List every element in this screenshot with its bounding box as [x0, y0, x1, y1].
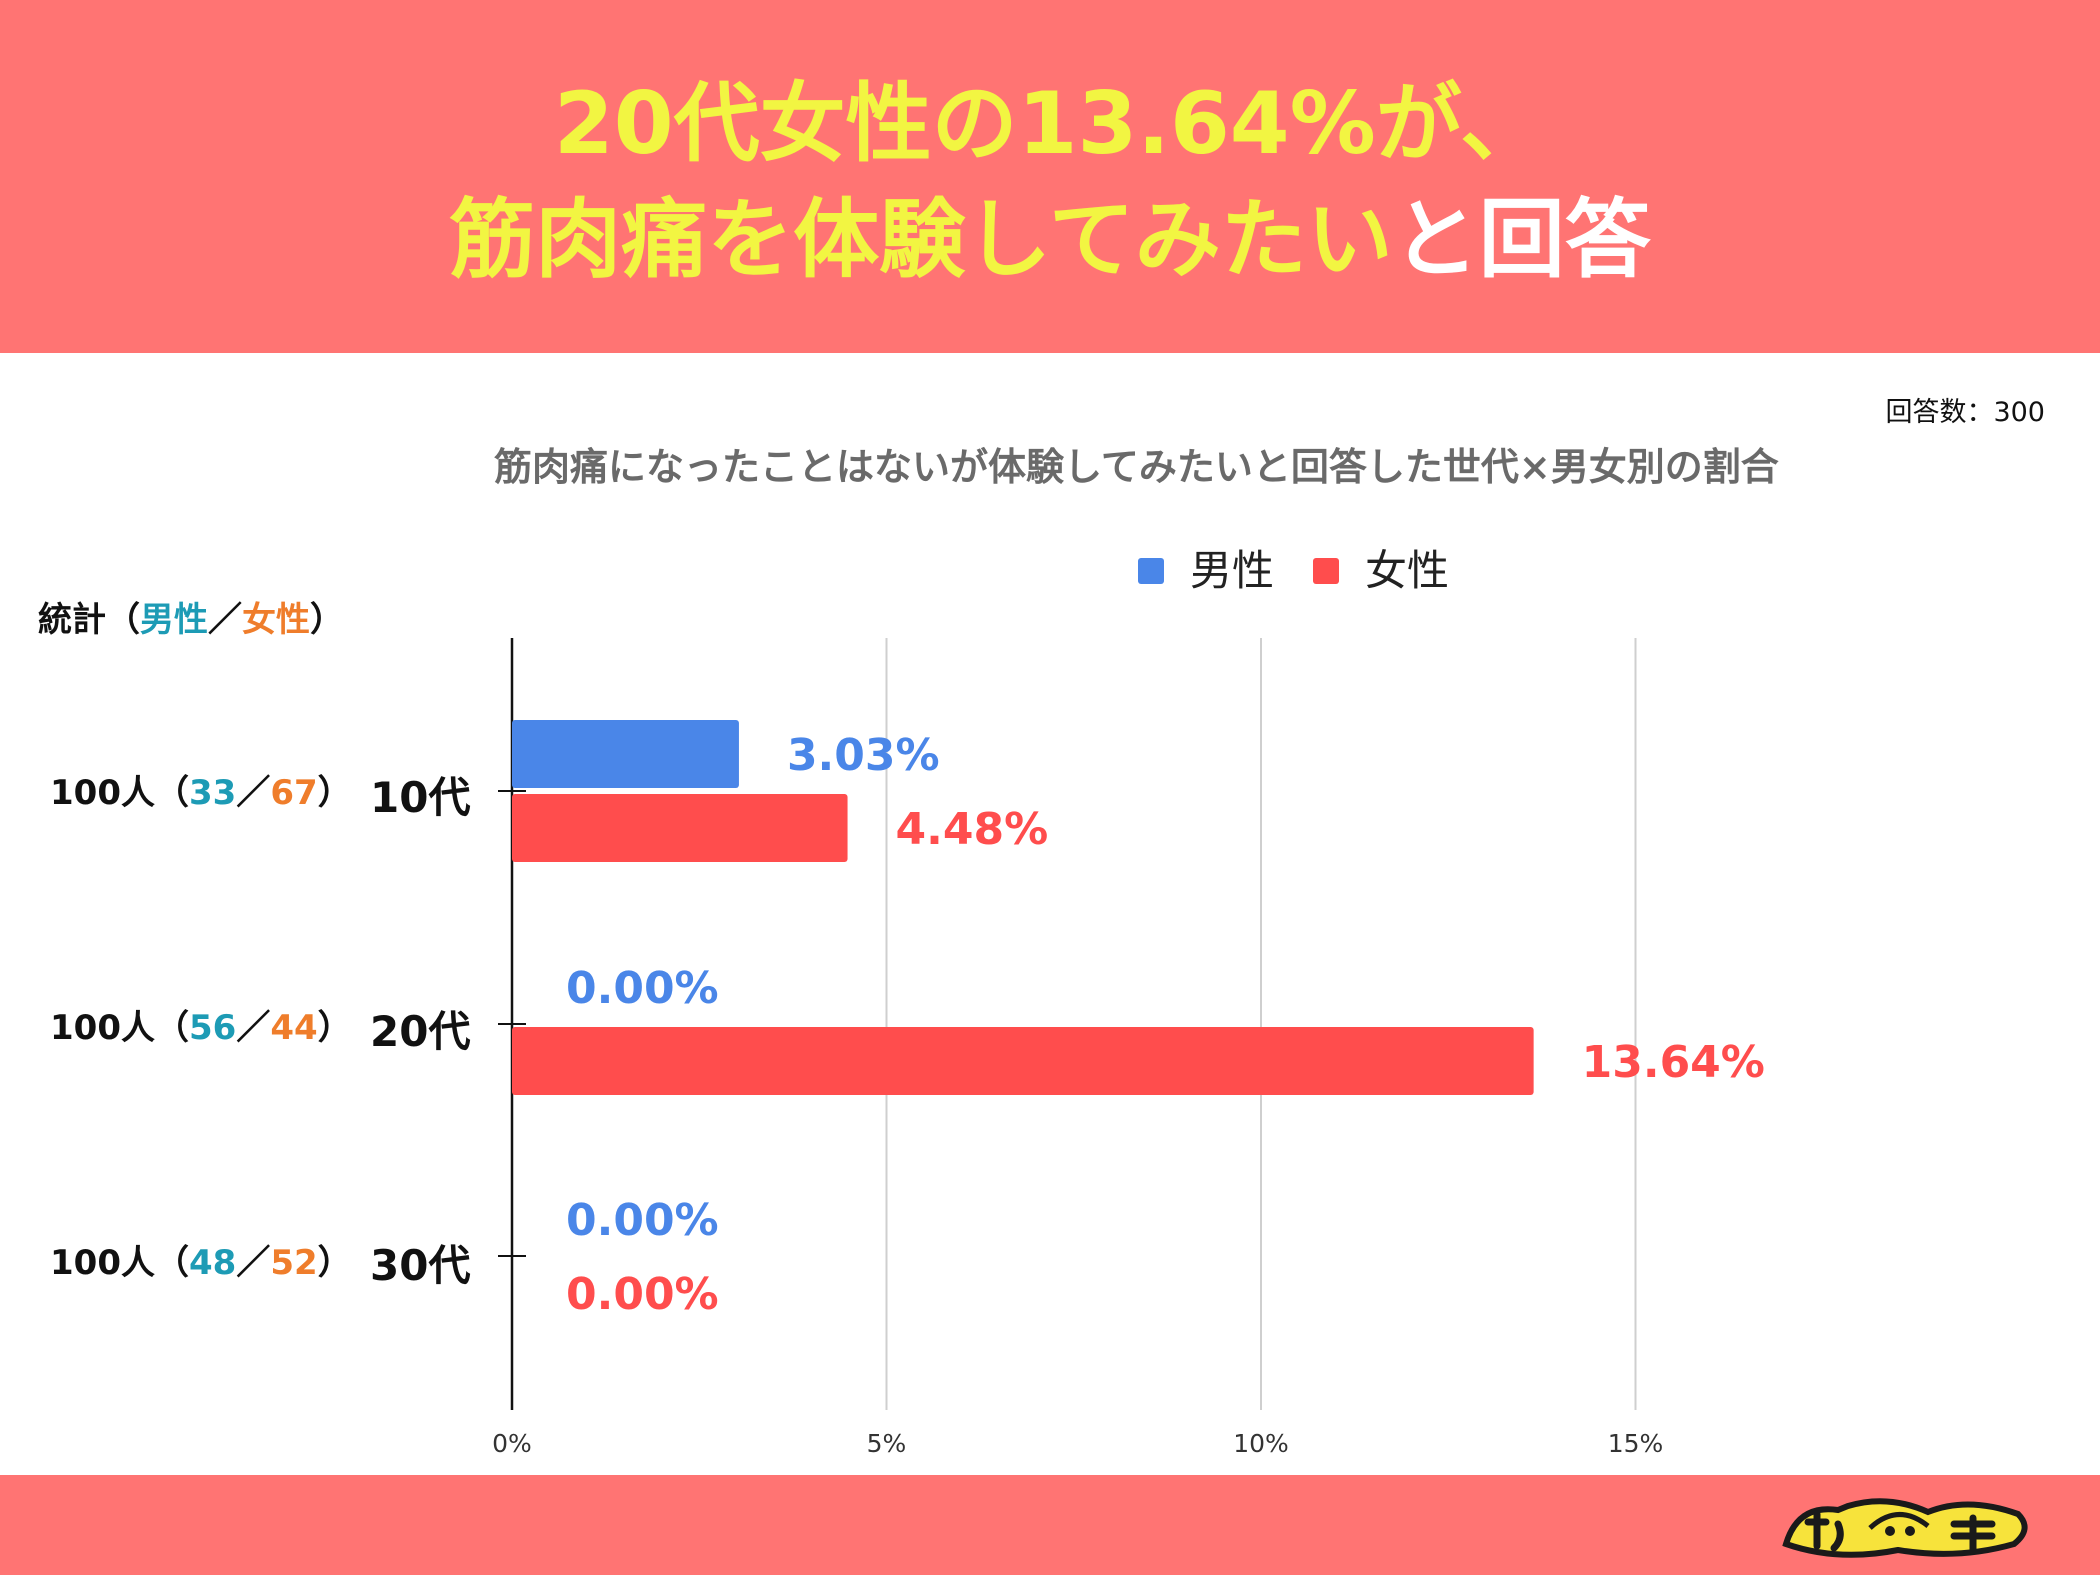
data-label-male: 0.00%: [566, 1195, 719, 1246]
bar-female: [512, 794, 848, 862]
headline-text-2b: と回答: [1392, 190, 1651, 290]
stat-total: 100人（: [50, 1008, 189, 1048]
headline-text-2a: 筋肉痛を体験してみたい: [449, 190, 1393, 290]
legend-label-male: 男性: [1190, 546, 1275, 595]
stats-header-separator: ／: [208, 600, 242, 640]
stat-female-count: 67: [270, 773, 318, 813]
stats-header-prefix: 統計（: [38, 600, 140, 640]
stat-female-count: 44: [270, 1008, 318, 1048]
headline-text-1: 20代女性の13.64%が、: [553, 74, 1547, 174]
stat-separator: ／: [236, 773, 271, 813]
data-label-male: 3.03%: [787, 730, 940, 781]
category-label-20s: 20代: [370, 1007, 471, 1056]
headline-line-2: 筋肉痛を体験してみたいと回答: [0, 190, 2100, 290]
stats-header: 統計（男性／女性）: [38, 592, 344, 641]
stat-total: 100人（: [50, 773, 189, 813]
respondent-count: 回答数：300: [1885, 397, 2045, 428]
category-label-10s: 10代: [370, 773, 471, 822]
data-label-female: 4.48%: [896, 804, 1049, 855]
stat-close: ）: [317, 1243, 352, 1283]
data-label-male: 0.00%: [566, 963, 719, 1014]
stat-close: ）: [317, 773, 352, 813]
stats-header-female: 女性: [242, 600, 310, 640]
stats-header-suffix: ）: [310, 600, 344, 640]
bar-chart: 0% 5% 10% 15% 3.03% 4.48% 0.00% 13.64% 0.00% 0.00…: [492, 638, 1765, 1458]
x-tick-label: 15%: [1608, 1429, 1664, 1458]
x-tick-label: 0%: [492, 1429, 532, 1458]
stat-total: 100人（: [50, 1243, 189, 1283]
legend-swatch-female: [1313, 558, 1339, 584]
data-label-female: 13.64%: [1582, 1037, 1765, 1088]
stat-row-10s: 100人（33／67）: [50, 765, 352, 814]
stat-male-count: 56: [188, 1008, 237, 1048]
legend-swatch-male: [1138, 558, 1164, 584]
stat-female-count: 52: [270, 1243, 318, 1283]
stat-separator: ／: [236, 1243, 271, 1283]
stat-male-count: 33: [188, 773, 237, 813]
title-banner: [0, 0, 2100, 353]
stat-male-count: 48: [188, 1243, 237, 1283]
legend-label-female: 女性: [1365, 546, 1450, 595]
category-label-30s: 30代: [370, 1241, 471, 1290]
stats-header-male: 男性: [140, 600, 208, 640]
stat-separator: ／: [236, 1008, 271, 1048]
bar-male: [512, 720, 739, 788]
data-label-female: 0.00%: [566, 1269, 719, 1320]
bar-female: [512, 1027, 1534, 1095]
x-tick-label: 10%: [1233, 1429, 1289, 1458]
sauna-mascot-icon: [1782, 1498, 2028, 1558]
chart-title: 筋肉痛になったことはないが体験してみたいと回答した世代×男女別の割合: [494, 445, 1779, 489]
footer-banner: [0, 1475, 2100, 1575]
x-tick-label: 5%: [867, 1429, 907, 1458]
stat-row-30s: 100人（48／52）: [50, 1235, 352, 1284]
stat-close: ）: [317, 1008, 352, 1048]
stat-row-20s: 100人（56／44）: [50, 1000, 352, 1049]
headline-line-1: 20代女性の13.64%が、: [0, 74, 2100, 174]
